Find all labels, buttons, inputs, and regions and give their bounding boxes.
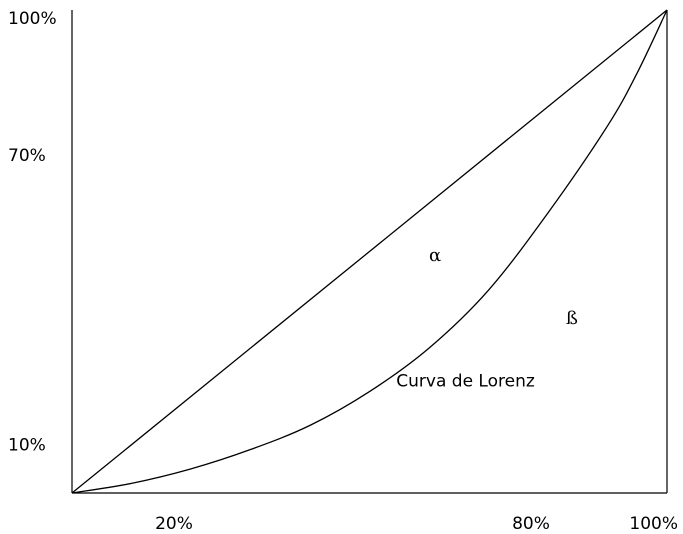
- lorenz-curve-series: [71, 9, 668, 494]
- y-tick-label: 100%: [8, 9, 57, 29]
- y-tick-labels: 100% 70% 10%: [8, 9, 57, 456]
- region-label: α: [429, 245, 441, 266]
- x-tick-label: 80%: [512, 514, 550, 534]
- region-label: ß: [566, 308, 578, 329]
- series-layer: [71, 9, 668, 494]
- x-tick-labels: 20% 80% 100%: [155, 514, 678, 534]
- y-tick-label: 10%: [8, 436, 46, 456]
- x-tick-label: 20%: [155, 514, 193, 534]
- x-tick-label: 100%: [629, 514, 678, 534]
- y-tick-label: 70%: [8, 146, 46, 166]
- curve-label: Curva de Lorenz: [396, 372, 535, 392]
- equality-line-series: [71, 9, 668, 494]
- annotations: α ß Curva de Lorenz: [396, 245, 578, 392]
